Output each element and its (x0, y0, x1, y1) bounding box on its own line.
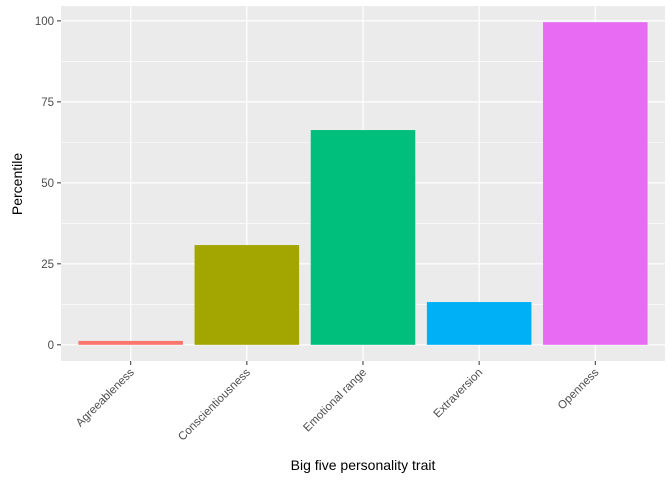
x-tick-label: Emotional range (301, 367, 369, 435)
x-tick-label: Agreeableness (74, 366, 137, 429)
bar (426, 302, 532, 345)
y-tick-label: 75 (41, 97, 54, 109)
y-tick-label: 100 (35, 16, 54, 28)
bar (543, 22, 648, 345)
bars (78, 22, 648, 345)
x-tick-label: Extraversion (432, 367, 486, 421)
bar (78, 340, 183, 345)
y-axis: 0 25 50 75 100 (35, 16, 61, 352)
x-tick-label: Openness (556, 366, 602, 412)
y-tick-label: 25 (41, 259, 54, 271)
x-axis-title: Big five personality trait (291, 457, 436, 473)
x-axis: Agreeableness Conscientiousness Emotional … (74, 361, 602, 443)
bar (310, 130, 416, 345)
bar (194, 245, 300, 345)
y-axis-title: Percentile (9, 153, 25, 215)
x-tick-label: Conscientiousness (176, 366, 253, 443)
y-tick-label: 0 (48, 340, 54, 352)
y-tick-label: 50 (41, 178, 54, 190)
